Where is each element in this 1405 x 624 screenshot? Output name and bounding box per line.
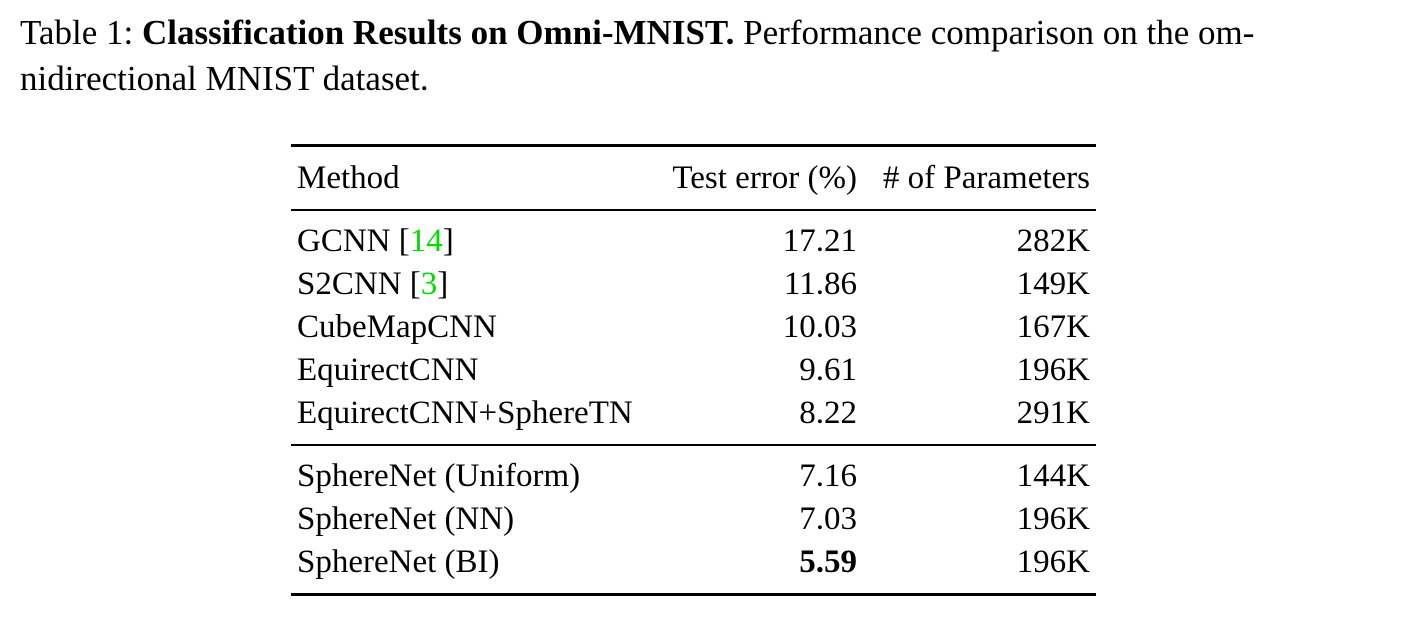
baseline-group: GCNN [14] 17.21 282K S2CNN [3] 11.86 149… xyxy=(291,210,1096,445)
table-caption: Table 1: Classification Results on Omni-… xyxy=(20,10,1390,102)
caption-title: Classification Results on Omni-MNIST. xyxy=(141,13,735,52)
header-test-error: Test error (%) xyxy=(672,160,857,196)
results-table-container: Method Test error (%) # of Parameters GC… xyxy=(291,144,1096,596)
test-error-cell: 9.61 xyxy=(799,352,857,388)
parameters-cell: 282K xyxy=(1016,223,1090,259)
parameters-cell: 149K xyxy=(1016,266,1090,302)
method-cell: GCNN [14] xyxy=(297,223,454,259)
table-header-row: Method Test error (%) # of Parameters xyxy=(291,145,1096,211)
parameters-cell: 196K xyxy=(1016,544,1090,580)
test-error-cell: 7.16 xyxy=(799,458,857,494)
best-test-error-cell: 5.59 xyxy=(799,544,857,580)
header-parameters: # of Parameters xyxy=(882,160,1090,196)
test-error-cell: 8.22 xyxy=(799,395,857,431)
citation-link[interactable]: 3 xyxy=(420,266,438,302)
table-row: EquirectCNN+SphereTN 8.22 291K xyxy=(291,392,1096,445)
method-cell: EquirectCNN xyxy=(297,352,479,388)
method-cell: S2CNN [3] xyxy=(297,266,449,302)
caption-text: Performance comparison on the om­nidirec… xyxy=(20,13,1255,98)
method-cell: EquirectCNN+SphereTN xyxy=(297,395,633,431)
caption-label: Table 1: xyxy=(20,13,134,52)
table-row: SphereNet (NN) 7.03 196K xyxy=(291,498,1096,541)
test-error-cell: 11.86 xyxy=(783,266,857,302)
test-error-cell: 17.21 xyxy=(782,223,857,259)
method-cell: SphereNet (NN) xyxy=(297,501,515,537)
parameters-cell: 144K xyxy=(1016,458,1090,494)
test-error-cell: 10.03 xyxy=(782,309,857,345)
table-row: S2CNN [3] 11.86 149K xyxy=(291,263,1096,306)
spherenet-group: SphereNet (Uniform) 7.16 144K SphereNet … xyxy=(291,445,1096,595)
parameters-cell: 167K xyxy=(1016,309,1090,345)
table-row: SphereNet (BI) 5.59 196K xyxy=(291,541,1096,595)
table-row: GCNN [14] 17.21 282K xyxy=(291,210,1096,263)
method-cell: SphereNet (BI) xyxy=(297,544,500,580)
header-method: Method xyxy=(297,160,400,196)
test-error-cell: 7.03 xyxy=(799,501,857,537)
parameters-cell: 196K xyxy=(1016,501,1090,537)
results-table: Method Test error (%) # of Parameters GC… xyxy=(291,144,1096,596)
parameters-cell: 291K xyxy=(1016,395,1090,431)
method-cell: CubeMapCNN xyxy=(297,309,497,345)
method-cell: SphereNet (Uniform) xyxy=(297,458,581,494)
citation-link[interactable]: 14 xyxy=(409,223,443,259)
parameters-cell: 196K xyxy=(1016,352,1090,388)
table-row: CubeMapCNN 10.03 167K xyxy=(291,306,1096,349)
table-row: SphereNet (Uniform) 7.16 144K xyxy=(291,445,1096,498)
table-row: EquirectCNN 9.61 196K xyxy=(291,349,1096,392)
